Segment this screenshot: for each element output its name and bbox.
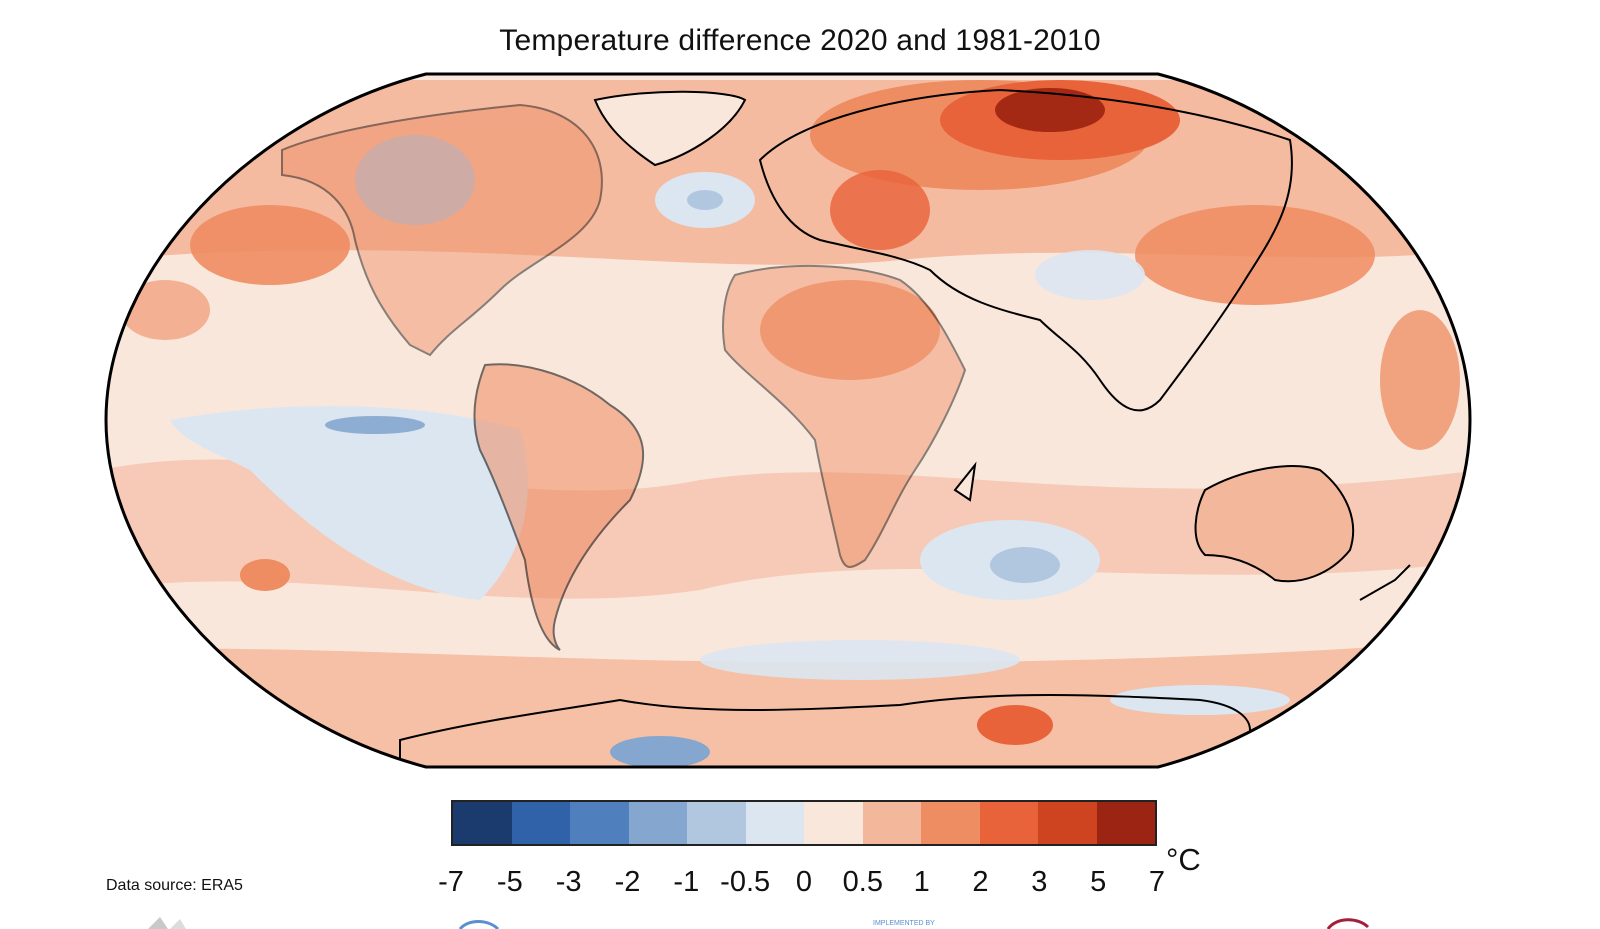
colorbar: [451, 800, 1157, 846]
colorbar-tick-label: -0.5: [720, 866, 771, 898]
landmass-north-america: [281, 103, 603, 357]
colorbar-tick-label: 1: [913, 866, 930, 898]
colorbar-tick-label: 3: [1031, 866, 1048, 898]
ecmwf-logo-fragment: [458, 920, 500, 929]
landmass-greenland: [593, 90, 747, 167]
anomaly-field: [106, 74, 1470, 767]
colorbar-segment-2: [570, 802, 629, 844]
eu-logo-fragment: [1326, 918, 1370, 929]
landmass-africa: [722, 264, 967, 568]
colorbar-unit: °C: [1166, 842, 1201, 877]
copernicus-logo-fragment: [148, 917, 186, 929]
colorbar-segment-1: [511, 802, 570, 844]
colorbar-segment-9: [979, 802, 1038, 844]
colorbar-segment-0: [453, 802, 512, 844]
landmass-europe-asia: [758, 88, 1293, 412]
landmass-south-america: [473, 363, 645, 651]
colorbar-tick-label: -1: [673, 866, 700, 898]
colorbar-segment-6: [804, 802, 863, 844]
colorbar-ticks: -7 -5 -3 -2 -1 -0.5 0 0.5 1 2 3 5 7: [438, 866, 1165, 900]
colorbar-segment-7: [862, 802, 921, 844]
colorbar-tick-label: 7: [1148, 866, 1166, 898]
chart-title: Temperature difference 2020 and 1981-201…: [499, 24, 1101, 57]
colorbar-tick-label: 5: [1090, 866, 1107, 898]
colorbar-segment-4: [687, 802, 746, 844]
map-frame: [104, 72, 1472, 769]
colorbar-tick-label: -3: [555, 866, 582, 898]
colorbar-segment-3: [628, 802, 687, 844]
colorbar-tick-label: -2: [614, 866, 641, 898]
implemented-by-text: IMPLEMENTED BY: [873, 920, 935, 927]
colorbar-tick-label: -5: [496, 866, 523, 898]
colorbar-tick-label: 0: [795, 866, 813, 898]
colorbar-tick-label: 0.5: [842, 866, 883, 898]
colorbar-segment-8: [921, 802, 980, 844]
colorbar-segment-5: [745, 802, 804, 844]
colorbar-tick-label: 2: [972, 866, 989, 898]
colorbar-segment-11: [1096, 802, 1155, 844]
colorbar-tick-label: -7: [438, 866, 464, 898]
landmass-antarctica: [399, 694, 1251, 767]
data-source-label: Data source: ERA5: [106, 877, 243, 894]
colorbar-segment-10: [1038, 802, 1097, 844]
landmass-australia: [1194, 465, 1355, 583]
